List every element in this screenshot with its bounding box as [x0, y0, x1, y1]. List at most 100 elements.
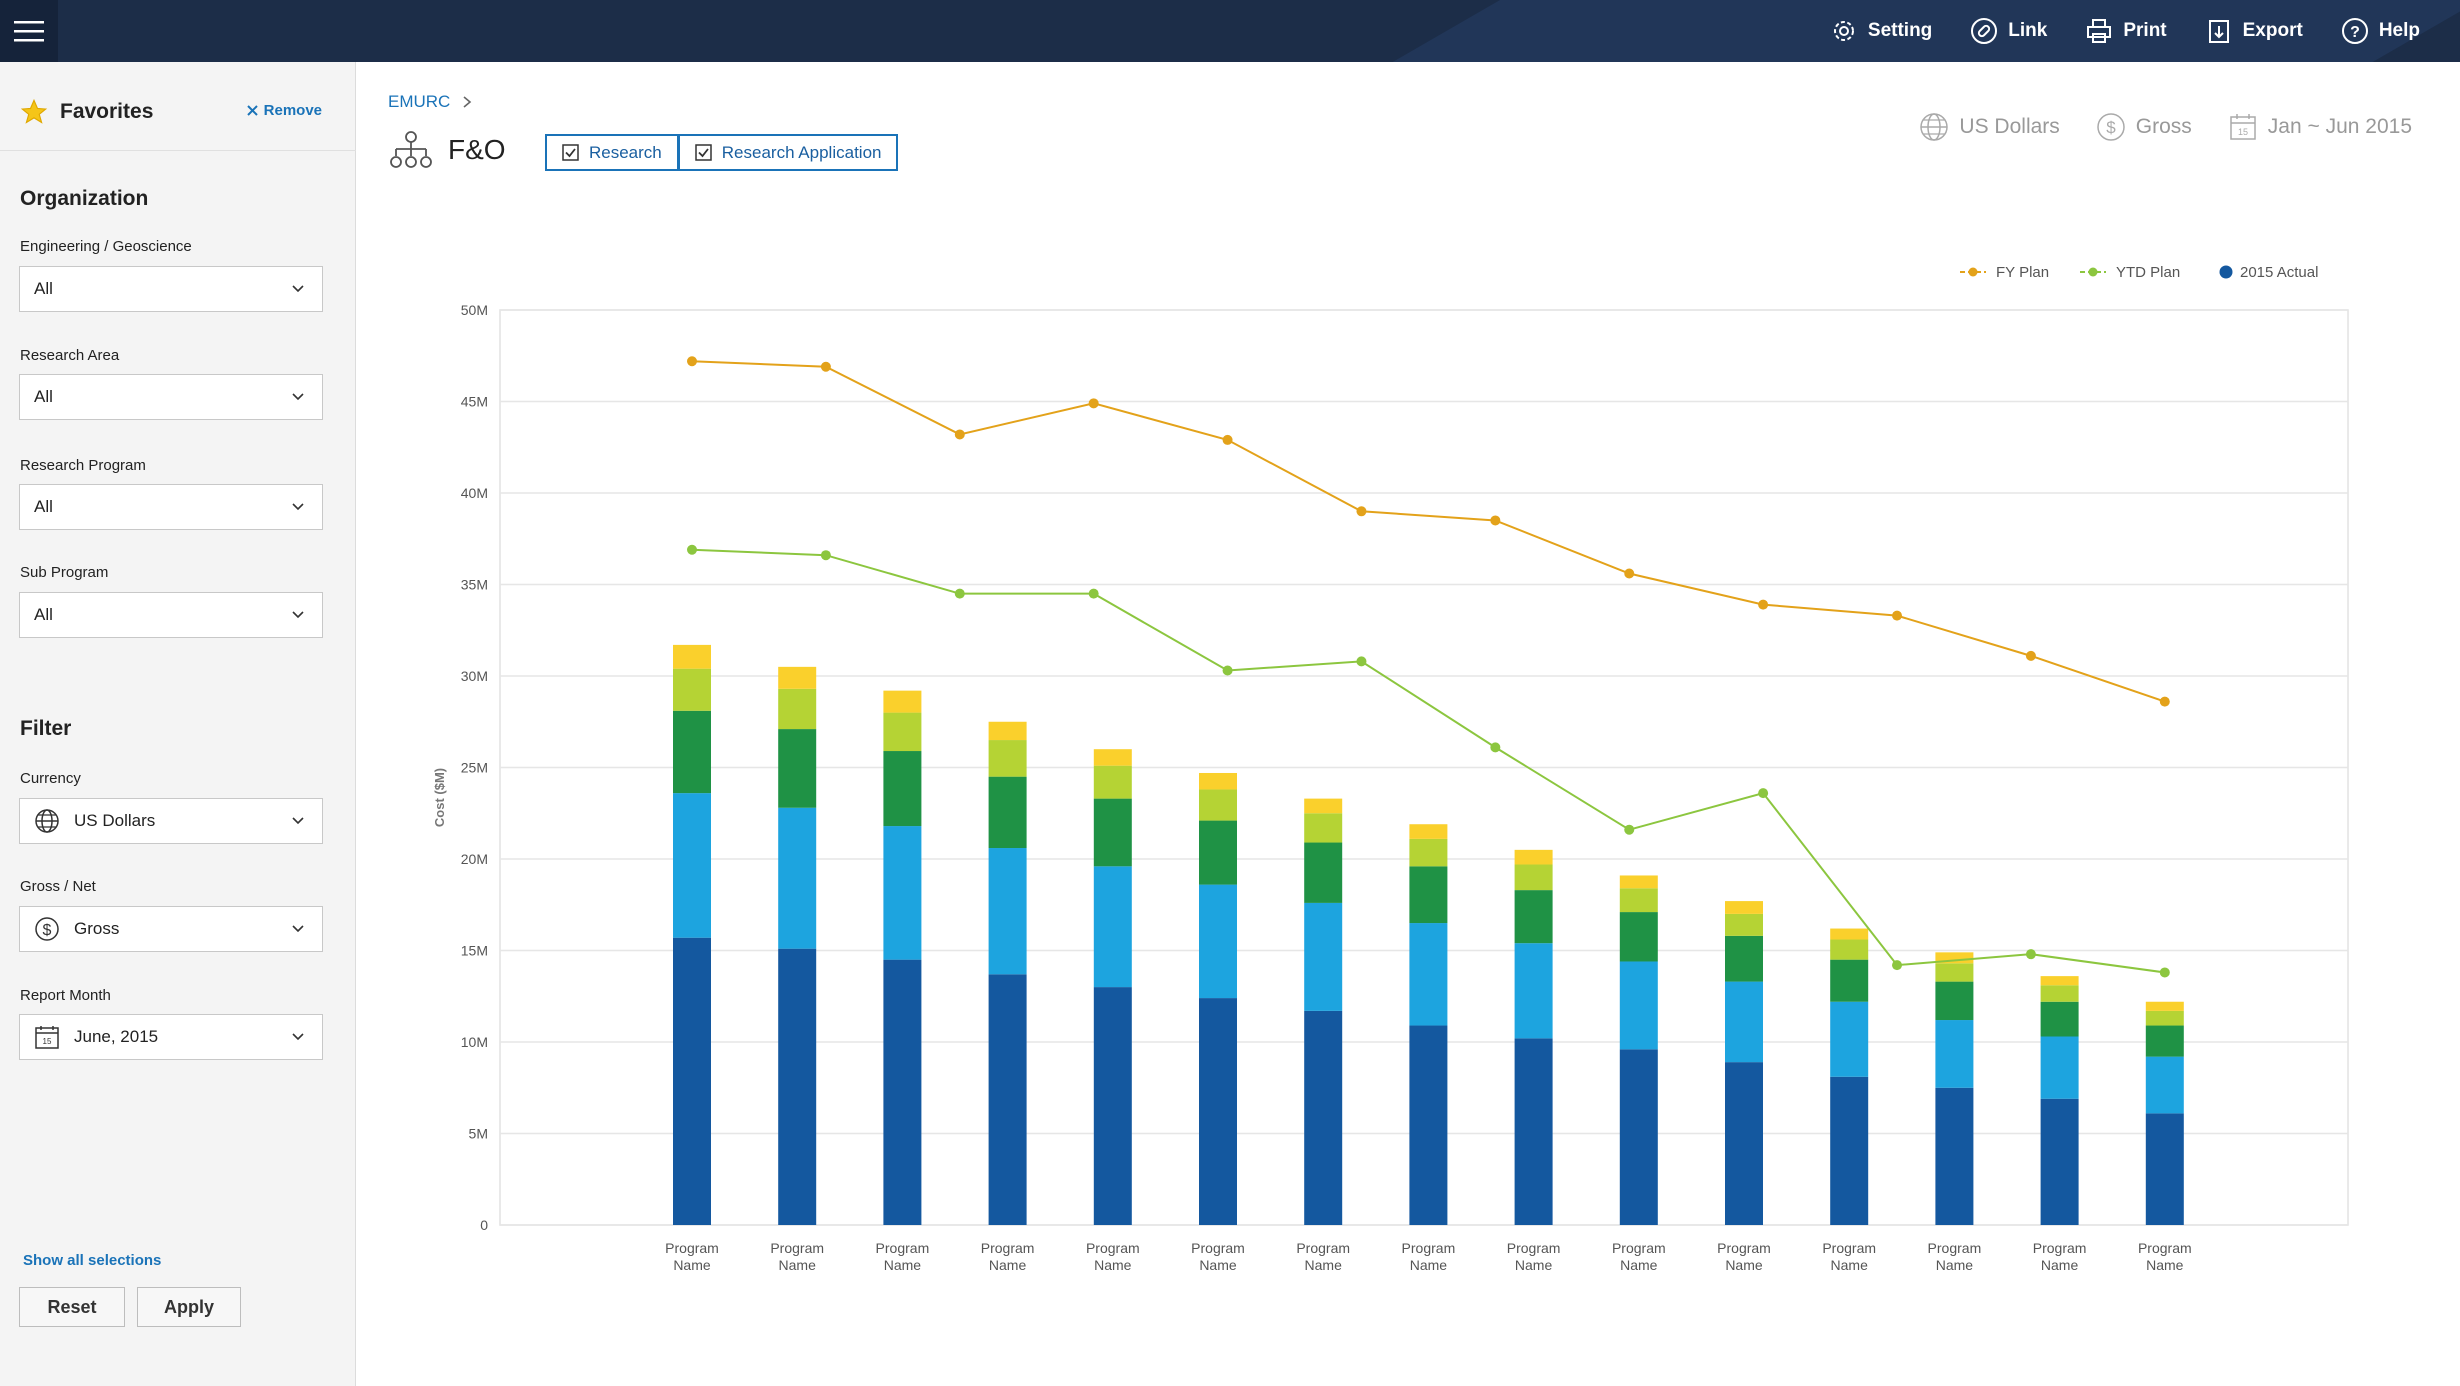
bar-segment	[1304, 1010, 1343, 1225]
bar-segment	[1619, 888, 1658, 913]
bar-segment	[1199, 820, 1237, 885]
fy-plan-point	[2025, 650, 2036, 661]
gross-net-label: Gross / Net	[20, 878, 96, 895]
research-program-value: All	[34, 497, 53, 516]
bar-segment	[778, 948, 817, 1225]
gross-net-value: Gross	[74, 919, 120, 938]
bar-segment	[1199, 789, 1237, 821]
bar-segment	[1093, 765, 1132, 799]
fy-plan-point	[1490, 515, 1501, 526]
research-toggle[interactable]: Research	[545, 134, 679, 171]
bar-segment	[1514, 890, 1553, 944]
bar-segment	[1830, 928, 1869, 940]
bar-segment	[2145, 1010, 2184, 1026]
print-button[interactable]: Print	[2085, 17, 2167, 45]
menu-button[interactable]	[0, 0, 58, 62]
dollar-icon: $	[2097, 113, 2125, 141]
fy-plan-point	[1088, 398, 1099, 409]
meta-date-value: Jan ~ Jun 2015	[2267, 115, 2412, 138]
report-month-value: June, 2015	[74, 1027, 159, 1046]
reset-button[interactable]: Reset	[19, 1287, 125, 1327]
x-tick-label: Program Name	[2033, 1240, 2087, 1273]
bar-segment	[2040, 1036, 2079, 1099]
report-month-select[interactable]: 15 June, 2015	[19, 1014, 323, 1060]
ytd-plan-point	[954, 588, 965, 599]
fy-plan-point	[1356, 506, 1367, 517]
research-area-select[interactable]: All	[19, 374, 323, 420]
bar-segment	[673, 710, 711, 794]
bar-segment	[1409, 838, 1448, 867]
y-tick-label: 30M	[461, 668, 488, 684]
breadcrumb-emurc[interactable]: EMURC	[388, 92, 451, 111]
bar-segment	[2145, 1113, 2184, 1225]
export-button[interactable]: Export	[2205, 17, 2303, 45]
bar-segment	[1725, 901, 1763, 914]
x-tick-label: Program Name	[1928, 1240, 1982, 1273]
currency-select[interactable]: US Dollars	[19, 798, 323, 844]
hamburger-icon	[14, 21, 44, 42]
bar-segment	[1409, 1025, 1448, 1225]
y-tick-label: 15M	[461, 943, 488, 959]
sub-program-label: Sub Program	[20, 564, 109, 581]
remove-favorite-link[interactable]: Remove	[246, 102, 322, 119]
checkbox-checked-icon	[562, 144, 579, 161]
gross-net-select[interactable]: $ Gross	[19, 906, 323, 952]
engineering-select[interactable]: All	[19, 266, 323, 312]
favorites-header: Favorites Remove	[20, 92, 322, 132]
top-bar: Setting Link Print Export ? Help	[0, 0, 2460, 62]
research-application-toggle-label: Research Application	[721, 142, 882, 162]
legend-dot-swatch	[2219, 265, 2233, 279]
help-icon: ?	[2341, 18, 2368, 44]
meta-gross-value: Gross	[2135, 115, 2192, 138]
bar-segment	[883, 690, 922, 713]
apply-button[interactable]: Apply	[137, 1287, 241, 1327]
bar-segment	[1304, 813, 1343, 843]
ytd-plan-point	[1624, 824, 1635, 835]
bar-segment	[1935, 1087, 1974, 1225]
link-button[interactable]: Link	[1970, 17, 2047, 45]
bar-segment	[778, 688, 817, 730]
help-label: Help	[2378, 20, 2420, 41]
bar-segment	[1304, 842, 1343, 903]
meta-currency-value: US Dollars	[1959, 115, 2060, 138]
sub-program-select[interactable]: All	[19, 592, 323, 638]
x-tick-label: Program Name	[1086, 1240, 1140, 1273]
legend-label: 2015 Actual	[2240, 264, 2318, 281]
x-tick-label: Program Name	[665, 1240, 719, 1273]
chevron-down-icon	[292, 817, 304, 825]
show-all-selections-link[interactable]: Show all selections	[23, 1252, 162, 1269]
gear-icon	[1833, 21, 1854, 41]
research-application-toggle[interactable]: Research Application	[678, 134, 899, 171]
x-tick-label: Program Name	[770, 1240, 824, 1273]
svg-text:?: ?	[2350, 24, 2360, 41]
bar-segment	[1514, 1038, 1553, 1225]
fy-plan-point	[1222, 434, 1233, 445]
bar-segment	[673, 668, 711, 711]
bar-segment	[883, 826, 922, 960]
x-tick-label: Program Name	[876, 1240, 930, 1273]
bar-segment	[778, 666, 817, 689]
bar-segment	[988, 974, 1027, 1225]
chevron-down-icon	[292, 1033, 304, 1041]
fy-plan-point	[2159, 696, 2170, 707]
research-toggle-label: Research	[589, 142, 662, 162]
setting-button[interactable]: Setting	[1830, 17, 1932, 45]
star-icon	[20, 98, 48, 124]
x-tick-label: Program Name	[1402, 1240, 1456, 1273]
help-button[interactable]: ? Help	[2341, 17, 2420, 45]
bar-segment	[883, 751, 922, 827]
x-tick-label: Program Name	[1612, 1240, 1666, 1273]
bar-segment	[1935, 981, 1974, 1021]
bar-segment	[1830, 939, 1869, 960]
meta-date: 15 Jan ~ Jun 2015	[2228, 112, 2412, 142]
meta-currency: US Dollars	[1919, 112, 2060, 142]
sub-program-value: All	[34, 605, 53, 624]
bar-segment	[1725, 1062, 1763, 1225]
sidebar-divider	[0, 150, 356, 151]
x-tick-label: Program Name	[1296, 1240, 1350, 1273]
chevron-right-icon	[463, 96, 472, 108]
fy-plan-line	[691, 360, 2166, 703]
bar-segment	[778, 807, 817, 949]
research-program-select[interactable]: All	[19, 484, 323, 530]
research-program-label: Research Program	[20, 457, 146, 474]
